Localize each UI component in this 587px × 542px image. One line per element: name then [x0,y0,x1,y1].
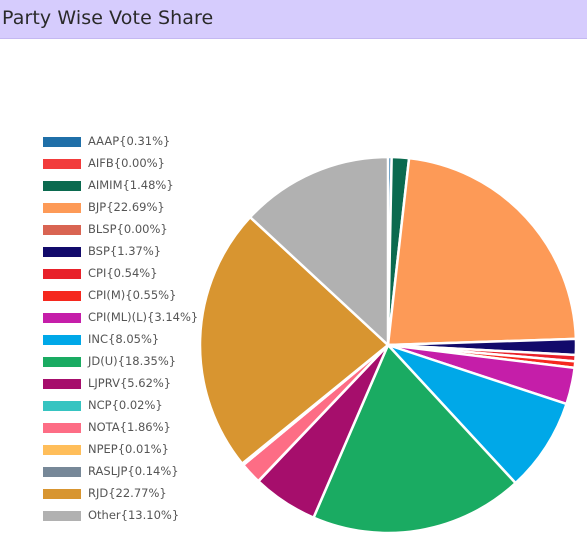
legend-label: BJP{22.69%} [88,200,165,214]
legend-swatch [43,225,81,235]
chart-title: Party Wise Vote Share [2,7,214,29]
legend-label: CPI{0.54%} [88,266,158,280]
legend-label: JD(U){18.35%} [88,354,177,368]
legend-label: RASLJP{0.14%} [88,464,179,478]
legend-label: RJD{22.77%} [88,486,167,500]
legend-swatch [43,159,81,169]
legend-swatch [43,291,81,301]
legend-swatch [43,247,81,257]
legend-swatch [43,357,81,367]
legend-swatch [43,181,81,191]
pie-slice-bjp[interactable] [386,156,578,347]
pie-slice-jd-u[interactable] [312,343,517,535]
legend-label: INC{8.05%} [88,332,160,346]
legend-swatch [43,401,81,411]
pie-slice-inc[interactable] [386,343,568,485]
legend-label: Other{13.10%} [88,508,180,522]
legend-label: BLSP{0.00%} [88,222,168,236]
legend-swatch [43,423,81,433]
legend-swatch [43,137,81,147]
pie-slice-other[interactable] [248,155,390,347]
legend-label: CPI(ML)(L){3.14%} [88,310,199,324]
legend-swatch [43,445,81,455]
legend-label: NPEP{0.01%} [88,442,169,456]
legend-swatch [43,269,81,279]
legend-swatch [43,313,81,323]
pie-slice-rjd[interactable] [198,215,390,465]
legend-label: NCP{0.02%} [88,398,163,412]
chart-header: Party Wise Vote Share [0,0,587,39]
legend-swatch [43,467,81,477]
legend-swatch [43,511,81,521]
legend-swatch [43,203,81,213]
legend-swatch [43,489,81,499]
legend-label: CPI(M){0.55%} [88,288,177,302]
legend-label: BSP{1.37%} [88,244,162,258]
legend-label: NOTA{1.86%} [88,420,171,434]
legend-label: AIMIM{1.48%} [88,178,174,192]
legend-label: AIFB{0.00%} [88,156,165,170]
legend-swatch [43,335,81,345]
legend-label: AAAP{0.31%} [88,134,171,148]
legend-swatch [43,379,81,389]
legend-label: LJPRV{5.62%} [88,376,172,390]
